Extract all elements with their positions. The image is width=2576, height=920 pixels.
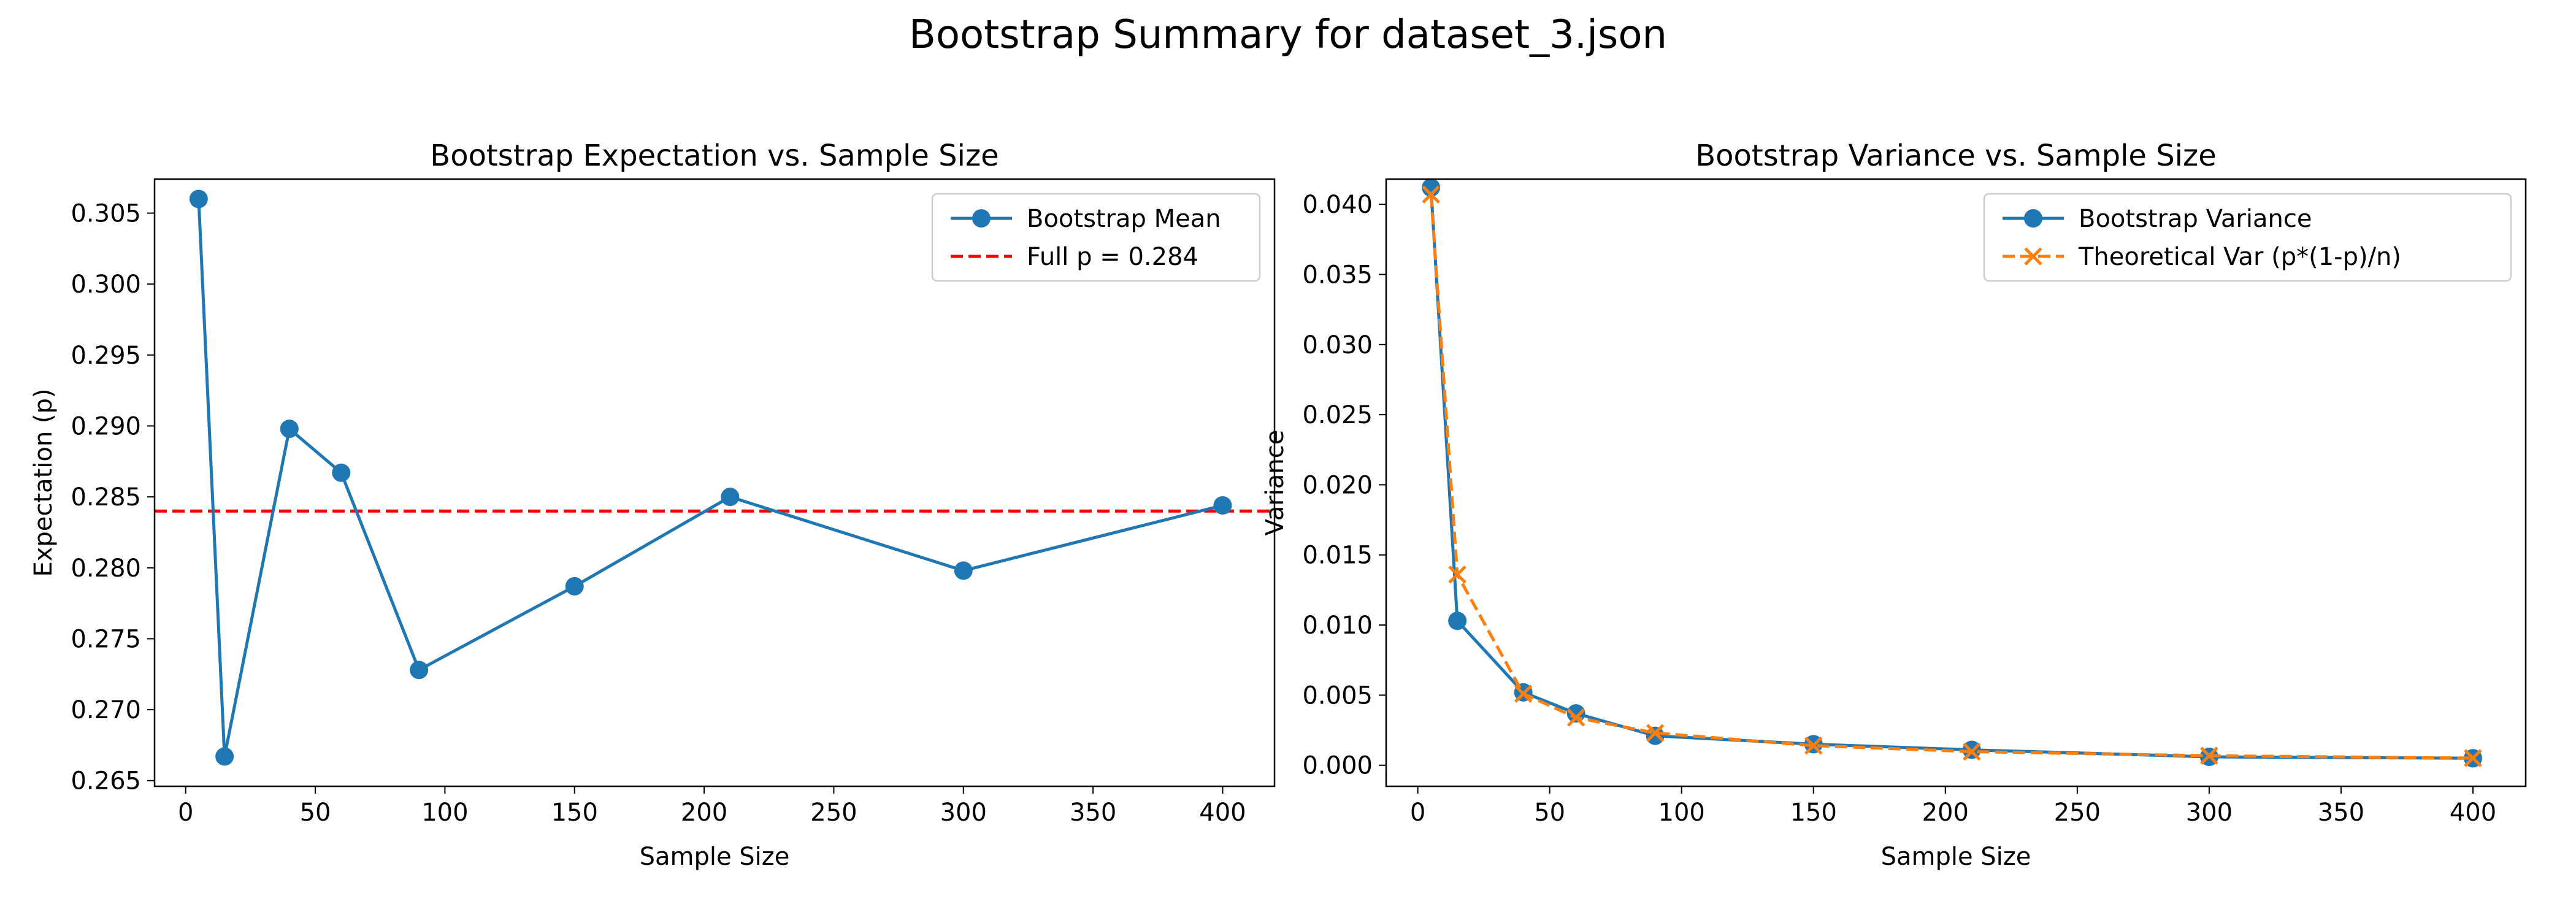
y-tick-label: 0.275 — [71, 625, 141, 653]
legend-box — [1983, 193, 2512, 282]
x-tick-label: 350 — [1070, 799, 1116, 827]
legend-box — [931, 193, 1261, 282]
legend-marker — [2024, 209, 2042, 228]
y-tick-label: 0.290 — [71, 412, 141, 440]
y-tick-label: 0.285 — [71, 483, 141, 512]
variance-chart: Bootstrap Variance vs. Sample Size Sample… — [1261, 139, 2527, 871]
legend-label: Bootstrap Mean — [1027, 205, 1221, 233]
x-tick-label: 300 — [940, 799, 987, 827]
y-tick-label: 0.035 — [1302, 261, 1373, 289]
x-marker-stroke — [1963, 742, 1981, 761]
chart-title: Bootstrap Expectation vs. Sample Size — [430, 139, 999, 173]
legend-item: Bootstrap Variance — [2003, 205, 2312, 233]
y-tick-label: 0.270 — [71, 696, 141, 724]
data-point — [410, 661, 429, 680]
data-point — [721, 488, 740, 507]
x-tick-label: 150 — [551, 799, 598, 827]
data-point — [2464, 749, 2482, 767]
y-tick-label: 0.010 — [1302, 611, 1373, 640]
x-tick-label: 250 — [2054, 799, 2101, 827]
series-line — [197, 199, 1224, 758]
legend: Bootstrap Variance Theoretical Var (p*(1-… — [1983, 193, 2512, 282]
x-tick-label: 150 — [1790, 799, 1837, 827]
legend-marker — [2024, 247, 2042, 266]
legend: Bootstrap Mean Full p = 0.284 — [931, 193, 1261, 282]
data-point — [1448, 565, 1466, 584]
x-tick-label: 350 — [2318, 799, 2364, 827]
y-tick-label: 0.300 — [71, 270, 141, 299]
y-tick-label: 0.020 — [1302, 471, 1373, 499]
y-tick-label: 0.025 — [1302, 401, 1373, 429]
x-tick-label: 100 — [421, 799, 468, 827]
data-point — [1213, 496, 1232, 515]
legend-label: Theoretical Var (p*(1-p)/n) — [2078, 243, 2401, 271]
x-marker-stroke — [1646, 724, 1665, 742]
x-tick-label: 0 — [1410, 799, 1425, 827]
data-point — [280, 420, 299, 439]
x-tick-label: 400 — [2450, 799, 2496, 827]
legend-item: Theoretical Var (p*(1-p)/n) — [2003, 243, 2401, 271]
data-point — [1422, 178, 1441, 197]
y-tick-label: 0.000 — [1302, 752, 1373, 780]
x-marker-stroke — [2464, 749, 2482, 767]
legend-label: Full p = 0.284 — [1027, 243, 1198, 271]
y-tick-label: 0.005 — [1302, 681, 1373, 710]
data-point — [1448, 611, 1467, 631]
data-point — [215, 747, 234, 766]
x-tick-label: 100 — [1658, 799, 1705, 827]
x-tick-label: 300 — [2186, 799, 2233, 827]
y-axis-label: Expectation (p) — [29, 388, 58, 577]
y-tick-label: 0.015 — [1302, 542, 1373, 570]
data-point — [332, 463, 351, 482]
x-tick-label: 50 — [300, 799, 331, 827]
x-marker-stroke — [1514, 684, 1533, 703]
data-point — [2200, 746, 2218, 765]
data-point — [1566, 708, 1585, 727]
expectation-chart: Bootstrap Expectation vs. Sample Size Sam… — [29, 139, 1276, 871]
x-axis-label: Sample Size — [1881, 843, 2031, 871]
legend-item: Full p = 0.284 — [951, 243, 1198, 271]
x-tick-label: 250 — [810, 799, 857, 827]
data-point — [1963, 742, 1981, 761]
y-tick-label: 0.280 — [71, 554, 141, 583]
figure-title: Bootstrap Summary for dataset_3.json — [909, 12, 1667, 58]
x-tick-label: 200 — [681, 799, 727, 827]
data-point — [1646, 726, 1665, 745]
data-point — [189, 190, 208, 209]
x-tick-label: 400 — [1199, 799, 1246, 827]
plot-frame — [153, 178, 1276, 788]
x-marker-stroke — [1566, 708, 1585, 727]
data-point — [565, 577, 584, 596]
data-point — [954, 561, 973, 580]
series-line — [1429, 194, 2474, 760]
x-marker-stroke — [1448, 565, 1466, 584]
x-marker-stroke — [1422, 185, 1440, 204]
data-point — [1804, 736, 1823, 755]
data-point — [1566, 704, 1585, 723]
chart-title: Bootstrap Variance vs. Sample Size — [1695, 139, 2217, 173]
y-tick-label: 0.305 — [71, 200, 141, 228]
x-marker-stroke — [2200, 746, 2218, 765]
x-tick-label: 0 — [178, 799, 193, 827]
data-point — [1422, 185, 1440, 204]
x-axis-label: Sample Size — [640, 843, 790, 871]
x-tick-label: 200 — [1922, 799, 1969, 827]
x-tick-label: 50 — [1534, 799, 1565, 827]
y-tick-label: 0.295 — [71, 342, 141, 370]
x-marker-stroke — [1804, 736, 1823, 755]
y-tick-label: 0.265 — [71, 767, 141, 795]
y-tick-label: 0.040 — [1302, 191, 1373, 219]
y-axis-label: Variance — [1261, 430, 1289, 536]
data-point — [1646, 724, 1665, 742]
data-point — [1514, 684, 1533, 703]
legend-marker — [972, 209, 991, 228]
plot-frame — [1385, 178, 2527, 788]
legend-label: Bootstrap Variance — [2079, 205, 2312, 233]
y-tick-label: 0.030 — [1302, 331, 1373, 359]
legend-item: Bootstrap Mean — [951, 205, 1221, 233]
